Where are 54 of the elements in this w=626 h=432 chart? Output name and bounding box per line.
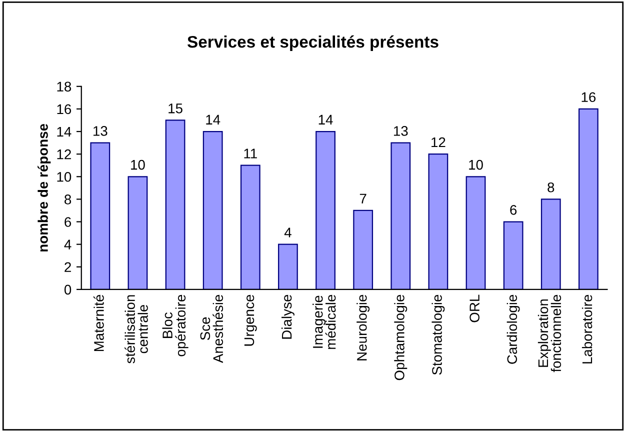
y-tick-label: 0 bbox=[64, 284, 72, 295]
data-label: 6 bbox=[510, 205, 517, 215]
x-tick-label: Urgence bbox=[244, 294, 257, 346]
bar bbox=[90, 142, 110, 290]
x-tick-label: Neurologie bbox=[356, 294, 370, 360]
x-tick-label: stérilisation centrale bbox=[124, 295, 148, 364]
x-tick-label: Exploration fonctionnelle bbox=[538, 294, 562, 372]
bar bbox=[128, 176, 148, 290]
data-label: 16 bbox=[582, 92, 596, 102]
x-tick-label: Imagerie médicale bbox=[312, 294, 336, 349]
x-tick-label: Bloc opératoire bbox=[162, 294, 188, 356]
bar bbox=[578, 108, 598, 290]
y-tick-label: 2 bbox=[64, 262, 71, 272]
bar bbox=[316, 130, 336, 290]
x-tick-label: Laboratoire bbox=[582, 294, 592, 364]
y-tick-label: 8 bbox=[64, 194, 72, 204]
chart-title: Services et specialités présents bbox=[187, 35, 438, 52]
y-tick-label: 12 bbox=[57, 149, 71, 160]
y-tick-label: 16 bbox=[57, 104, 72, 114]
data-label: 14 bbox=[318, 114, 333, 124]
y-tick-label: 6 bbox=[64, 217, 72, 227]
data-label: 13 bbox=[394, 126, 408, 136]
data-label: 8 bbox=[548, 182, 554, 192]
data-label: 13 bbox=[93, 126, 108, 136]
y-tick-label: 14 bbox=[57, 126, 72, 137]
bar bbox=[202, 130, 223, 290]
x-tick-label: Stomatologie bbox=[432, 294, 445, 375]
x-tick-label: Ophtamologie bbox=[394, 294, 408, 380]
x-tick-label: Dialyse bbox=[281, 294, 294, 339]
y-tick-label: 4 bbox=[64, 240, 72, 250]
data-label: 7 bbox=[360, 194, 366, 204]
bar bbox=[165, 120, 186, 290]
bar bbox=[353, 210, 374, 290]
data-label: 11 bbox=[244, 148, 257, 158]
data-label: 4 bbox=[284, 228, 292, 238]
y-tick-label: 10 bbox=[57, 172, 72, 182]
x-tick-label: ORL bbox=[470, 294, 480, 322]
bar bbox=[390, 142, 411, 290]
bar bbox=[278, 244, 298, 290]
y-tick-label: 18 bbox=[57, 82, 72, 92]
data-label: 12 bbox=[432, 137, 446, 148]
data-label: 15 bbox=[168, 104, 182, 114]
bar bbox=[466, 176, 486, 290]
data-label: 10 bbox=[131, 160, 145, 170]
bar bbox=[503, 221, 524, 290]
x-tick-label: Cardiologie bbox=[506, 294, 520, 364]
data-label: 10 bbox=[469, 160, 483, 170]
y-axis-title: nombre de réponse bbox=[38, 124, 51, 252]
x-tick-label: Sce Anesthésie bbox=[200, 294, 224, 363]
x-tick-label: Maternité bbox=[94, 294, 104, 352]
data-label: 14 bbox=[206, 114, 220, 124]
bar bbox=[428, 154, 448, 290]
bar bbox=[540, 198, 561, 290]
bar bbox=[240, 164, 260, 290]
